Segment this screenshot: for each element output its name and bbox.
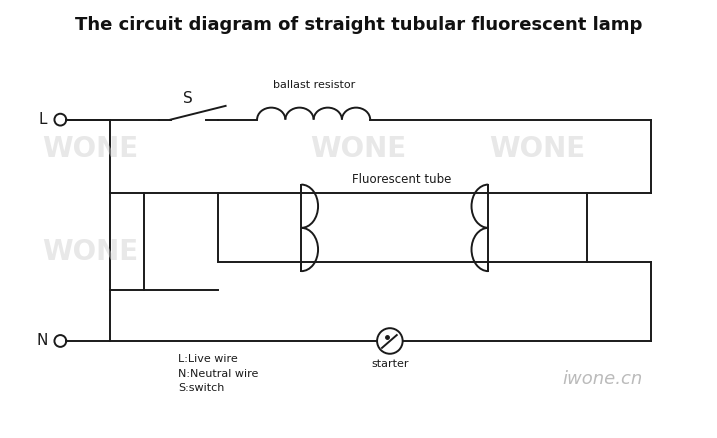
Text: WONE: WONE: [42, 135, 138, 163]
Bar: [218, 194, 587, 262]
Text: L:Live wire
N:Neutral wire
S:switch: L:Live wire N:Neutral wire S:switch: [179, 354, 259, 393]
Text: iwone.cn: iwone.cn: [562, 371, 642, 389]
Text: L: L: [39, 112, 47, 127]
Text: Fluorescent tube: Fluorescent tube: [353, 173, 452, 186]
Text: S: S: [184, 91, 193, 106]
Text: starter: starter: [371, 359, 409, 369]
Text: N: N: [37, 333, 48, 349]
Text: WONE: WONE: [490, 238, 586, 266]
Text: WONE: WONE: [42, 238, 138, 266]
Text: WONE: WONE: [310, 135, 407, 163]
Text: The circuit diagram of straight tubular fluorescent lamp: The circuit diagram of straight tubular …: [75, 16, 642, 34]
Text: WONE: WONE: [490, 135, 586, 163]
Text: WONE: WONE: [310, 238, 407, 266]
Text: ballast resistor: ballast resistor: [272, 80, 355, 90]
